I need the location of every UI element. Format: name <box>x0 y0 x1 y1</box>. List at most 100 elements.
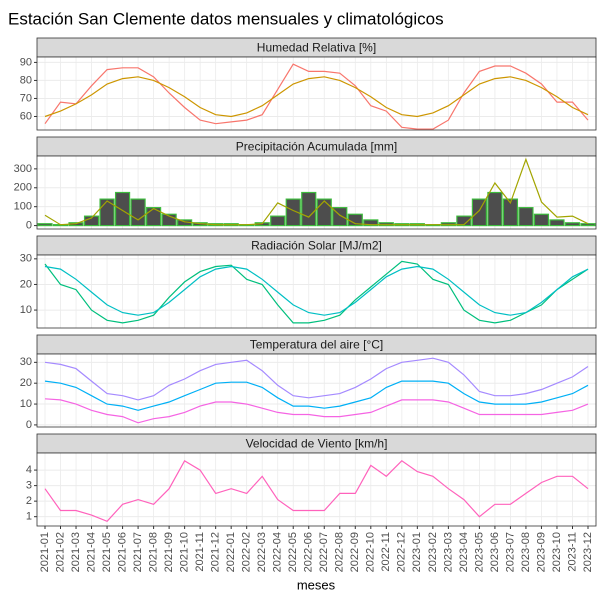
x-tick-label: 2021-07 <box>132 532 144 572</box>
bar <box>564 222 581 227</box>
bar <box>114 191 131 227</box>
panel-title: Radiación Solar [MJ/m2] <box>251 239 382 253</box>
y-tick-label: 30 <box>20 253 32 265</box>
bar <box>363 219 379 227</box>
x-tick-label: 2023-12 <box>582 532 594 572</box>
x-tick-label: 2023-06 <box>489 532 501 572</box>
line <box>44 459 589 523</box>
x-tick-label: 2022-10 <box>365 532 377 572</box>
x-tick-label: 2022-11 <box>380 532 392 572</box>
x-axis-label: meses <box>297 577 336 591</box>
panel-border <box>36 254 597 329</box>
panel-border <box>36 155 597 230</box>
bar <box>518 207 534 227</box>
y-tick-label: 30 <box>20 356 32 368</box>
bar <box>161 213 177 227</box>
x-tick-label: 2022-06 <box>303 532 315 572</box>
x-tick-label: 2022-04 <box>272 532 284 572</box>
x-tick-label: 2022-03 <box>256 532 268 572</box>
x-tick-label: 2023-01 <box>411 532 423 572</box>
line <box>44 265 589 316</box>
panel-title: Temperatura del aire [°C] <box>250 338 384 352</box>
y-tick-label: 100 <box>14 201 32 213</box>
x-tick-label: 2023-02 <box>427 532 439 572</box>
y-tick-label: 20 <box>20 377 32 389</box>
bar <box>99 198 115 227</box>
y-tick-label: 0 <box>26 220 32 232</box>
line <box>44 357 589 401</box>
x-tick-label: 2021-05 <box>101 532 113 572</box>
y-tick-label: 2 <box>26 495 32 507</box>
y-tick-label: 3 <box>26 480 32 492</box>
bar <box>301 191 317 227</box>
bar <box>549 219 565 227</box>
chart-title: Estación San Clemente datos mensuales y … <box>8 9 444 28</box>
x-tick-label: 2021-11 <box>194 532 206 572</box>
x-tick-label: 2023-09 <box>535 532 547 572</box>
panel-title: Humedad Relativa [%] <box>257 41 376 55</box>
x-tick-label: 2021-06 <box>116 532 128 572</box>
bar <box>270 215 286 227</box>
bar <box>502 198 519 227</box>
line <box>44 398 589 424</box>
bar <box>471 198 487 227</box>
x-tick-label: 2023-08 <box>520 532 532 572</box>
x-tick-label: 2023-05 <box>473 532 485 572</box>
panel-border <box>36 353 597 428</box>
y-tick-label: 0 <box>26 419 32 431</box>
x-tick-label: 2021-08 <box>148 532 160 572</box>
x-tick-label: 2021-09 <box>163 532 175 572</box>
x-tick-label: 2022-08 <box>334 532 346 572</box>
panel <box>37 453 596 526</box>
x-tick-label: 2021-01 <box>39 532 51 572</box>
y-tick-label: 1 <box>26 511 32 523</box>
panel-border <box>36 452 597 527</box>
bar <box>37 223 53 227</box>
x-tick-label: 2022-05 <box>287 532 299 572</box>
x-tick-label: 2022-09 <box>349 532 361 572</box>
x-tick-label: 2022-12 <box>396 532 408 572</box>
y-tick-label: 90 <box>20 56 32 68</box>
x-tick-label: 2023-10 <box>551 532 563 572</box>
x-tick-label: 2021-04 <box>85 532 97 572</box>
y-tick-label: 10 <box>20 398 32 410</box>
y-tick-label: 80 <box>20 74 32 86</box>
line <box>44 63 589 130</box>
y-tick-label: 70 <box>20 92 32 104</box>
panel <box>37 57 596 130</box>
x-tick-label: 2021-12 <box>210 532 222 572</box>
x-tick-label: 2023-04 <box>458 532 470 572</box>
line <box>44 157 589 226</box>
bar <box>130 198 146 227</box>
y-tick-label: 20 <box>20 278 32 290</box>
y-tick-label: 200 <box>14 182 32 194</box>
line <box>44 260 589 324</box>
bar <box>533 213 550 227</box>
y-tick-label: 300 <box>14 163 32 175</box>
bar <box>580 223 596 227</box>
x-tick-label: 2023-07 <box>504 532 516 572</box>
y-tick-label: 10 <box>20 304 32 316</box>
x-tick-label: 2021-03 <box>70 532 82 572</box>
bar <box>456 215 472 227</box>
bar <box>316 198 332 227</box>
x-tick-label: 2022-01 <box>225 532 237 572</box>
y-tick-label: 4 <box>26 464 32 476</box>
line <box>44 76 589 118</box>
y-tick-label: 60 <box>20 110 32 122</box>
x-tick-label: 2021-10 <box>179 532 191 572</box>
x-tick-label: 2023-11 <box>566 532 578 572</box>
panel-title: Precipitación Acumulada [mm] <box>236 140 397 154</box>
x-tick-label: 2022-07 <box>318 532 330 572</box>
x-tick-label: 2023-03 <box>442 532 454 572</box>
x-tick-label: 2022-02 <box>241 532 253 572</box>
bar <box>285 198 301 227</box>
bar <box>146 207 162 227</box>
panel <box>37 255 596 328</box>
bar <box>487 191 503 227</box>
panel-border <box>36 56 597 131</box>
line <box>44 380 589 411</box>
panel-title: Velocidad de Viento [km/h] <box>246 437 388 451</box>
